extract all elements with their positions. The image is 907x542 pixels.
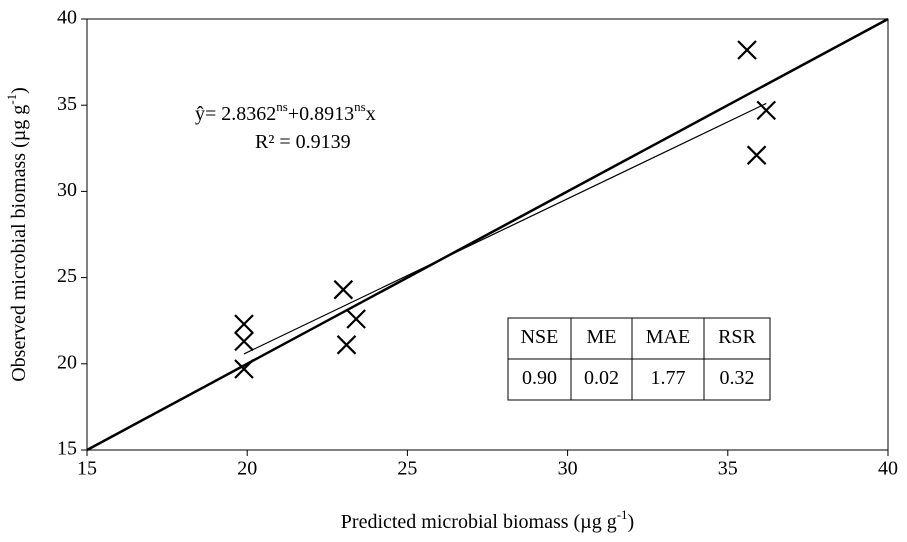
x-axis-label-end: ) (628, 511, 635, 533)
y-tick-label: 15 (57, 438, 77, 460)
x-tick-label: 25 (397, 458, 417, 480)
y-axis-label-sup: -1 (4, 94, 19, 105)
x-tick-label: 40 (878, 458, 898, 480)
stats-header: RSR (718, 326, 756, 348)
eq-slope: 0.8913 (299, 103, 354, 125)
regression-line (243, 102, 767, 355)
y-tick-label: 25 (57, 265, 77, 287)
x-axis-label-text: Predicted microbial biomass (µg g (341, 511, 617, 533)
data-point (756, 100, 777, 121)
eq-sign: + (288, 103, 299, 125)
y-tick-label: 30 (57, 179, 77, 201)
x-tick-label: 30 (558, 458, 578, 480)
x-tick-label: 35 (718, 458, 738, 480)
y-axis-label-end: ) (8, 87, 30, 94)
plot-frame (86, 18, 889, 451)
data-point (746, 145, 767, 165)
r2-label: R² = (255, 131, 296, 153)
x-axis-label: Predicted microbial biomass (µg g-1) (341, 507, 634, 533)
stats-header: ME (587, 326, 617, 348)
x-tick-label: 20 (237, 458, 257, 480)
y-tick-label: 40 (57, 7, 77, 29)
eq-var: x (366, 103, 376, 125)
eq-lhs: ŷ= (195, 103, 221, 125)
regression-equation: ŷ= 2.8362ns+0.8913nsx (195, 99, 376, 125)
stats-header: MAE (646, 326, 690, 348)
y-axis-label: Observed microbial biomass (µg g-1) (4, 87, 30, 382)
y-axis-label-text: Observed microbial biomass (µg g (8, 105, 30, 382)
stats-value: 0.02 (584, 367, 619, 389)
x-axis-label-sup: -1 (617, 507, 628, 522)
stats-value: 1.77 (651, 367, 686, 389)
eq-intercept: 2.8362 (221, 103, 276, 125)
y-tick-label: 20 (57, 351, 77, 373)
stats-value: 0.32 (720, 367, 755, 389)
r-squared: R² = 0.9139 (255, 131, 351, 153)
one-to-one-line (86, 17, 889, 452)
data-point (333, 279, 354, 300)
data-point (737, 40, 757, 60)
data-point (336, 335, 357, 355)
r2-value: 0.9139 (296, 131, 351, 153)
x-tick-label: 15 (77, 458, 97, 480)
data-point (234, 359, 254, 379)
data-point (234, 331, 254, 352)
stats-value: 0.90 (522, 367, 557, 389)
data-point (234, 314, 254, 334)
stats-header: NSE (521, 326, 559, 348)
eq-intercept-sup: ns (276, 99, 288, 114)
data-point (346, 309, 366, 329)
y-tick-label: 35 (57, 93, 77, 115)
eq-slope-sup: ns (354, 99, 366, 114)
